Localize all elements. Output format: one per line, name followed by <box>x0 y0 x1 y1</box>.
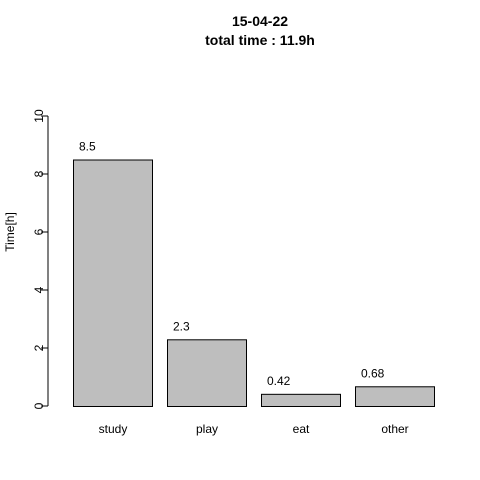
y-tick-label: 0 <box>32 402 46 409</box>
bar-study <box>73 159 153 407</box>
x-category-label: other <box>381 422 408 436</box>
y-tick-label: 8 <box>32 170 46 177</box>
chart-subtitle: total time : 11.9h <box>205 32 315 48</box>
y-tick-label: 6 <box>32 228 46 235</box>
category-labels: study play eat other <box>99 422 409 436</box>
chart-title: 15-04-22 <box>232 13 288 29</box>
bar-other <box>355 386 435 407</box>
value-label: 2.3 <box>173 319 190 333</box>
x-category-label: study <box>99 422 128 436</box>
y-axis: 0 2 4 6 8 10 <box>32 109 49 409</box>
y-tick-label: 10 <box>32 109 46 123</box>
y-tick-label: 2 <box>32 344 46 351</box>
x-category-label: play <box>196 422 218 436</box>
bar-eat <box>261 393 341 408</box>
y-axis-label: Time[h] <box>3 212 17 252</box>
bar-play <box>167 339 247 407</box>
x-category-label: eat <box>293 422 310 436</box>
value-label: 8.5 <box>79 140 96 154</box>
bars <box>73 159 435 408</box>
value-labels: 8.5 2.3 0.42 0.68 <box>79 140 385 388</box>
value-label: 0.68 <box>361 366 385 380</box>
y-tick-label: 4 <box>32 286 46 293</box>
value-label: 0.42 <box>267 374 291 388</box>
